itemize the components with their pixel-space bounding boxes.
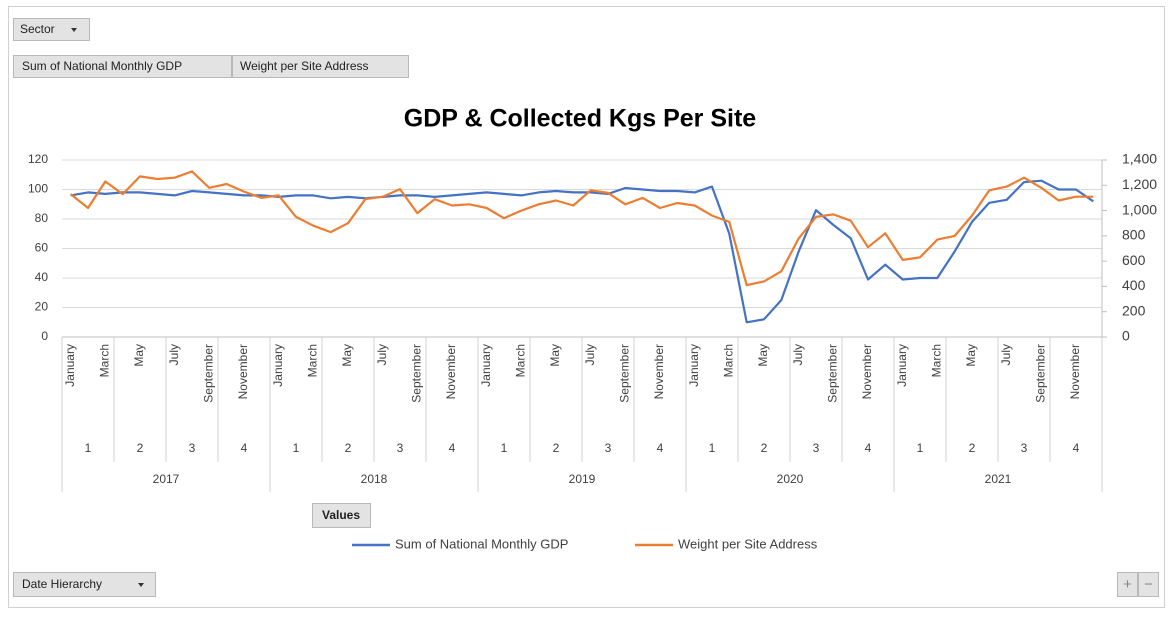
value-button-label: Sum of National Monthly GDP [22,59,182,73]
quarter-label: 1 [501,441,508,455]
x-tick-label: September [410,344,424,403]
value-button[interactable]: Weight per Site Address [232,55,409,78]
quarter-label: 1 [293,441,300,455]
x-tick-label: July [999,344,1013,365]
x-tick-label: July [167,344,181,365]
quarter-label: 1 [709,441,716,455]
y2-tick-label: 0 [1122,328,1130,344]
axis-button-label: Date Hierarchy [22,577,102,591]
zoom-in-button[interactable]: + [1117,572,1138,597]
y2-tick-label: 800 [1122,227,1146,243]
x-tick-label: January [271,344,285,387]
quarter-label: 4 [657,441,664,455]
quarter-label: 3 [813,441,820,455]
x-tick-label: July [583,344,597,365]
quarter-label: 4 [1073,441,1080,455]
y2-tick-label: 600 [1122,252,1146,268]
x-tick-label: November [236,344,250,399]
y2-tick-label: 1,000 [1122,201,1157,217]
quarter-label: 1 [917,441,924,455]
x-tick-label: July [791,344,805,365]
x-tick-label: September [1034,344,1048,403]
x-tick-label: March [722,344,736,377]
value-button[interactable]: Sum of National Monthly GDP [13,55,232,78]
x-tick-label: March [98,344,112,377]
x-tick-label: January [895,344,909,387]
x-tick-label: May [756,344,770,367]
x-tick-label: September [618,344,632,403]
chart-title: GDP & Collected Kgs Per Site [404,105,757,133]
quarter-label: 2 [553,441,560,455]
year-label: 2021 [985,472,1012,486]
x-tick-label: March [514,344,528,377]
quarter-label: 4 [865,441,872,455]
y-tick-label: 60 [35,241,49,255]
axis-button[interactable]: Date Hierarchy [13,572,156,597]
quarter-label: 1 [85,441,92,455]
y-tick-label: 120 [28,152,48,166]
quarter-label: 3 [189,441,196,455]
quarter-label: 3 [397,441,404,455]
x-tick-label: January [479,344,493,387]
x-tick-label: March [930,344,944,377]
y-tick-label: 100 [28,182,48,196]
year-label: 2017 [153,472,180,486]
year-label: 2020 [777,472,804,486]
values-button-label: Values [322,508,360,522]
x-tick-label: May [548,344,562,367]
quarter-label: 3 [605,441,612,455]
filter-button[interactable]: Sector [13,18,90,41]
legend-label: Weight per Site Address [678,536,818,551]
y-tick-label: 0 [41,329,48,343]
x-tick-label: May [132,344,146,367]
year-label: 2018 [361,472,388,486]
series-line [70,179,1094,324]
values-button[interactable]: Values [312,503,371,528]
legend-label: Sum of National Monthly GDP [395,536,568,551]
year-label: 2019 [569,472,596,486]
x-tick-label: September [202,344,216,403]
x-tick-label: November [444,344,458,399]
zoom-out-button[interactable]: − [1138,572,1159,597]
y-tick-label: 20 [35,300,49,314]
y-tick-label: 40 [35,270,49,284]
y2-tick-label: 200 [1122,302,1146,318]
x-tick-label: January [687,344,701,387]
quarter-label: 4 [241,441,248,455]
y-tick-label: 80 [35,211,49,225]
y2-tick-label: 1,200 [1122,176,1157,192]
zoom-out-label: − [1144,576,1153,593]
x-tick-label: September [826,344,840,403]
x-tick-label: May [964,344,978,367]
x-tick-label: March [306,344,320,377]
filter-button-label: Sector [20,22,55,36]
x-tick-label: January [63,344,77,387]
quarter-label: 2 [761,441,768,455]
quarter-label: 2 [969,441,976,455]
quarter-label: 2 [345,441,352,455]
quarter-label: 3 [1021,441,1028,455]
series-line [70,170,1094,287]
y2-tick-label: 400 [1122,277,1146,293]
quarter-label: 4 [449,441,456,455]
value-button-label: Weight per Site Address [240,59,369,73]
y2-tick-label: 1,400 [1122,151,1157,167]
x-tick-label: May [340,344,354,367]
quarter-label: 2 [137,441,144,455]
x-tick-label: November [1068,344,1082,399]
x-tick-label: November [652,344,666,399]
x-tick-label: July [375,344,389,365]
x-tick-label: November [860,344,874,399]
zoom-in-label: + [1123,576,1132,593]
